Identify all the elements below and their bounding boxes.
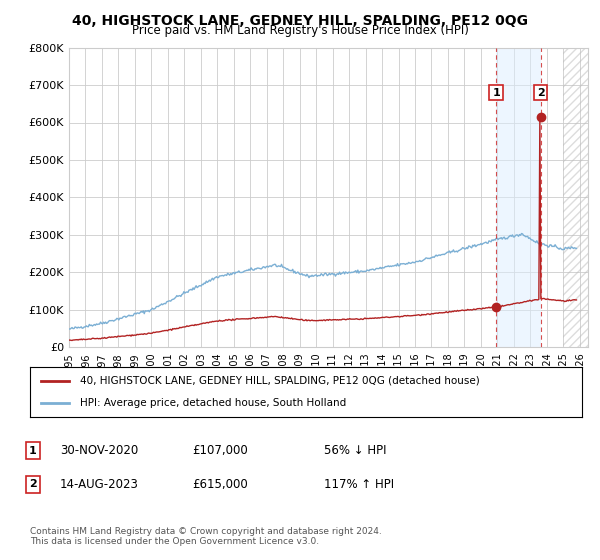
Text: Price paid vs. HM Land Registry's House Price Index (HPI): Price paid vs. HM Land Registry's House …: [131, 24, 469, 36]
Bar: [563, 48, 596, 347]
Text: 56% ↓ HPI: 56% ↓ HPI: [324, 444, 386, 458]
Text: Contains HM Land Registry data © Crown copyright and database right 2024.
This d: Contains HM Land Registry data © Crown c…: [30, 526, 382, 546]
Text: 117% ↑ HPI: 117% ↑ HPI: [324, 478, 394, 491]
Text: 2: 2: [536, 87, 544, 97]
Text: 30-NOV-2020: 30-NOV-2020: [60, 444, 138, 458]
Text: HPI: Average price, detached house, South Holland: HPI: Average price, detached house, Sout…: [80, 398, 346, 408]
Text: 14-AUG-2023: 14-AUG-2023: [60, 478, 139, 491]
Bar: [496, 48, 541, 347]
Text: 40, HIGHSTOCK LANE, GEDNEY HILL, SPALDING, PE12 0QG (detached house): 40, HIGHSTOCK LANE, GEDNEY HILL, SPALDIN…: [80, 376, 479, 386]
Text: 1: 1: [492, 87, 500, 97]
Text: 2: 2: [29, 479, 37, 489]
Text: £615,000: £615,000: [192, 478, 248, 491]
Text: 40, HIGHSTOCK LANE, GEDNEY HILL, SPALDING, PE12 0QG: 40, HIGHSTOCK LANE, GEDNEY HILL, SPALDIN…: [72, 14, 528, 28]
Text: 1: 1: [29, 446, 37, 456]
Text: £107,000: £107,000: [192, 444, 248, 458]
